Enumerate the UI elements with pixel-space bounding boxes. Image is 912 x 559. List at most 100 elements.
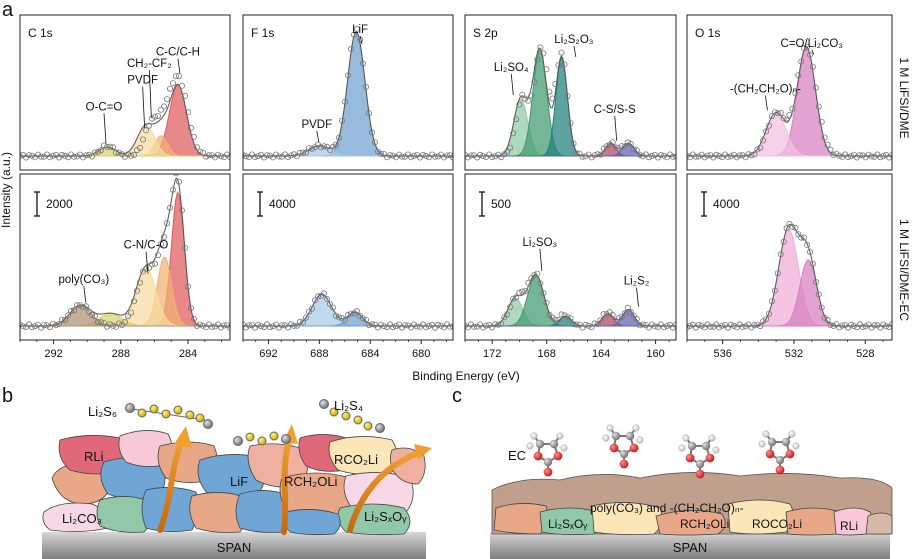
- raw-data-point: [576, 150, 583, 157]
- raw-data-point: [245, 322, 252, 329]
- raw-data-point: [317, 144, 324, 151]
- s-atom: [173, 405, 183, 415]
- raw-data-point: [798, 234, 805, 241]
- label-li2s4: Li₂S₄: [334, 398, 363, 413]
- raw-data-point: [704, 152, 711, 159]
- spectrum-title: F 1s: [251, 26, 274, 40]
- raw-data-point: [633, 315, 640, 322]
- raw-data-point: [889, 321, 892, 328]
- raw-data-point: [214, 151, 221, 158]
- raw-data-point: [865, 151, 872, 158]
- raw-data-point: [95, 148, 102, 155]
- raw-data-point: [422, 324, 429, 331]
- raw-data-point: [763, 128, 770, 135]
- raw-data-point: [332, 141, 339, 148]
- raw-data-point: [92, 149, 99, 156]
- raw-data-point: [362, 316, 369, 323]
- raw-data-point: [751, 322, 758, 329]
- raw-data-point: [739, 323, 746, 330]
- h-atom: [712, 446, 720, 454]
- raw-data-point: [98, 319, 105, 326]
- raw-data-point: [534, 270, 541, 277]
- raw-data-point: [540, 289, 547, 296]
- raw-data-point: [812, 278, 819, 285]
- raw-data-point: [359, 60, 366, 67]
- raw-data-point: [513, 116, 520, 123]
- annotation-leader: [636, 287, 639, 307]
- peak-annotation: PVDF: [301, 119, 332, 131]
- raw-data-point: [113, 323, 120, 330]
- raw-data-point: [465, 322, 468, 329]
- raw-data-point: [716, 152, 723, 159]
- particle: [96, 496, 153, 533]
- raw-data-point: [824, 141, 831, 148]
- o-atom: [609, 443, 619, 453]
- raw-data-point: [522, 95, 529, 102]
- x-tick-label: 168: [537, 348, 555, 360]
- raw-data-point: [570, 321, 577, 328]
- raw-data-point: [329, 304, 336, 311]
- raw-data-point: [498, 154, 505, 161]
- c-atom: [619, 449, 629, 459]
- raw-data-point: [780, 238, 787, 245]
- raw-data-point: [320, 143, 327, 150]
- scale-bar-label: 500: [491, 197, 511, 211]
- raw-data-point: [836, 152, 843, 159]
- spectrum-f-1s-top: F 1s LiF PVDF: [242, 14, 454, 171]
- raw-data-point: [597, 151, 604, 158]
- particle: [189, 492, 249, 533]
- raw-data-point: [792, 224, 799, 231]
- s-atom: [161, 409, 171, 419]
- annotation-leader: [614, 115, 618, 141]
- h-atom: [792, 442, 800, 450]
- raw-data-point: [254, 321, 261, 328]
- raw-data-point: [35, 151, 42, 158]
- raw-data-point: [293, 153, 300, 160]
- o-atom: [553, 451, 563, 461]
- o-atom: [543, 467, 553, 477]
- raw-data-point: [98, 147, 105, 154]
- raw-data-point: [95, 318, 102, 325]
- raw-data-point: [771, 109, 778, 116]
- raw-data-point: [856, 152, 863, 159]
- o-atom: [775, 465, 785, 475]
- raw-data-point: [815, 291, 822, 298]
- raw-data-point: [86, 151, 93, 158]
- polysulfide-chain-mid: [233, 431, 291, 446]
- raw-data-point: [537, 280, 544, 287]
- ec-molecule-icon: [526, 432, 568, 477]
- span-substrate-b: [42, 532, 426, 559]
- raw-data-point: [28, 152, 35, 159]
- peak-annotation: CH₂-CF₂: [127, 58, 172, 70]
- raw-data-point: [104, 143, 111, 150]
- raw-data-point: [807, 248, 814, 255]
- annotation-leader: [177, 58, 181, 74]
- raw-data-point: [320, 290, 327, 297]
- raw-data-point: [68, 307, 75, 314]
- raw-data-point: [263, 152, 270, 159]
- envelope-line: [465, 273, 676, 327]
- raw-data-point: [404, 322, 411, 329]
- raw-data-point: [380, 323, 387, 330]
- raw-data-point: [184, 283, 191, 290]
- x-tick-label: 160: [646, 348, 664, 360]
- raw-data-point: [612, 144, 619, 151]
- raw-data-point: [645, 154, 652, 161]
- raw-data-point: [335, 134, 342, 141]
- x-tick-label: 532: [785, 348, 803, 360]
- raw-data-point: [588, 324, 595, 331]
- raw-data-point: [883, 323, 890, 330]
- raw-data-point: [657, 151, 664, 158]
- raw-data-point: [582, 321, 589, 328]
- raw-data-point: [35, 321, 42, 328]
- raw-data-point: [528, 92, 535, 99]
- raw-data-point: [151, 260, 158, 267]
- raw-data-point: [698, 322, 705, 329]
- raw-data-point: [169, 80, 176, 87]
- raw-data-point: [278, 322, 285, 329]
- c-atom: [775, 455, 785, 465]
- component-peak: [243, 30, 453, 157]
- raw-data-point: [243, 321, 246, 328]
- raw-data-point: [175, 178, 182, 185]
- raw-data-point: [77, 302, 84, 309]
